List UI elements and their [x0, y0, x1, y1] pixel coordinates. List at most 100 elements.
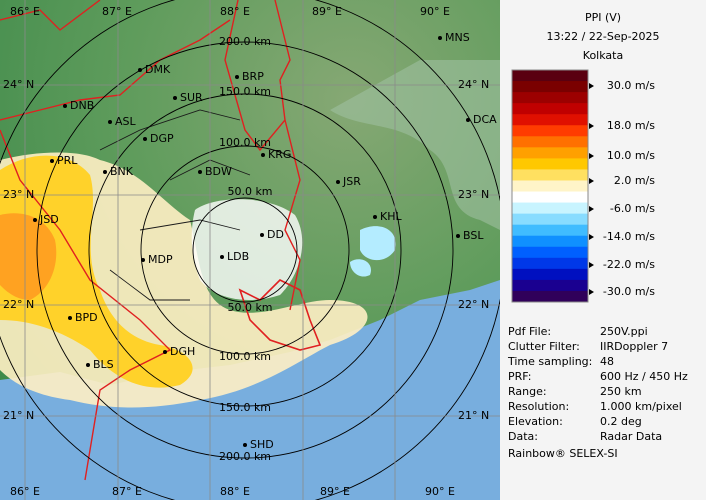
- scale-band: [512, 257, 588, 270]
- info-value: 1.000 km/pixel: [600, 400, 682, 413]
- scale-band: [512, 290, 588, 303]
- scale-label: 10.0 m/s: [607, 149, 655, 162]
- city-marker: [143, 137, 147, 141]
- city-marker: [163, 350, 167, 354]
- scale-label: -14.0 m/s: [603, 230, 655, 243]
- city-label: DGP: [150, 132, 174, 145]
- scale-band: [512, 158, 588, 170]
- lat-label: 23° N: [458, 188, 489, 201]
- info-key: PRF:: [508, 370, 531, 383]
- city-label: DD: [267, 228, 284, 241]
- city-marker: [373, 215, 377, 219]
- scale-pointer: [589, 234, 594, 240]
- sea: [0, 280, 500, 500]
- range-ring: [140, 145, 350, 355]
- city-label: KRG: [268, 148, 291, 161]
- scale-band: [512, 224, 588, 237]
- terrain-highland: [330, 60, 500, 230]
- scale-band: [512, 70, 588, 82]
- site-name: Kolkata: [583, 49, 623, 62]
- panel-header: PPI (V) 13:22 / 22-Sep-2025 Kolkata: [546, 11, 659, 62]
- info-value: 0.2 deg: [600, 415, 642, 428]
- echo-strong: [0, 213, 57, 300]
- info-key: Data:: [508, 430, 538, 443]
- range-ring: [36, 41, 454, 459]
- info-table: Pdf File: 250V.ppi Clutter Filter: IIRDoppl…: [507, 325, 688, 443]
- city-label: PRL: [57, 154, 78, 167]
- range-label: 50.0 km: [227, 185, 272, 198]
- range-label: 50.0 km: [227, 301, 272, 314]
- info-key: Resolution:: [508, 400, 569, 413]
- scale-label: -30.0 m/s: [603, 285, 655, 298]
- scale-pointer: [589, 178, 594, 184]
- city-marker: [336, 180, 340, 184]
- lon-label: 87° E: [102, 5, 132, 18]
- info-value: 250V.ppi: [600, 325, 648, 338]
- scale-band: [512, 147, 588, 159]
- city-label: KHL: [380, 210, 402, 223]
- city-label: BPD: [75, 311, 98, 324]
- city-marker: [198, 170, 202, 174]
- scale-labels: 30.0 m/s 18.0 m/s 10.0 m/s 2.0 m/s -6.0 m/s -…: [589, 79, 655, 298]
- lon-label: 86° E: [10, 5, 40, 18]
- lon-label: 90° E: [425, 485, 455, 498]
- coastline-delta: [238, 279, 322, 351]
- range-ring: [192, 197, 298, 303]
- range-label: 200.0 km: [219, 450, 271, 463]
- city-label: MNS: [445, 31, 470, 44]
- scale-band: [512, 191, 588, 204]
- city-label: BLS: [93, 358, 114, 371]
- city-label: LDB: [227, 250, 249, 263]
- footer: Rainbow® SELEX-SI: [508, 447, 618, 460]
- range-label: 200.0 km: [219, 35, 271, 48]
- info-key: Time sampling:: [507, 355, 592, 368]
- scale-label: 18.0 m/s: [607, 119, 655, 132]
- city-label: BSL: [463, 229, 484, 242]
- scale-label: 2.0 m/s: [614, 174, 655, 187]
- graticule-labels: 86° E 87° E 88° E 89° E 90° E 86° E 87° …: [3, 5, 489, 498]
- city-label: ASL: [115, 115, 137, 128]
- lon-label: 89° E: [312, 5, 342, 18]
- city-marker: [466, 118, 470, 122]
- scale-band: [512, 180, 588, 193]
- scale-band: [512, 246, 588, 259]
- scale-band: [512, 125, 588, 137]
- lon-label: 87° E: [112, 485, 142, 498]
- city-marker: [86, 363, 90, 367]
- city-marker: [50, 159, 54, 163]
- city-label: BRP: [242, 70, 264, 83]
- city-marker: [456, 234, 460, 238]
- cities: MNS DMK BRP DNB SUR ASL DGP DCA PRL BNK KRG BDW JSR K…: [33, 31, 497, 451]
- city-marker: [243, 443, 247, 447]
- lat-label: 21° N: [3, 409, 34, 422]
- scale-label: 30.0 m/s: [607, 79, 655, 92]
- city-marker: [220, 255, 224, 259]
- city-label: MDP: [148, 253, 173, 266]
- info-value: 48: [600, 355, 614, 368]
- range-label: 150.0 km: [219, 85, 271, 98]
- map: 86° E 87° E 88° E 89° E 90° E 86° E 87° …: [0, 0, 500, 500]
- scale-band: [512, 103, 588, 115]
- info-value: Radar Data: [600, 430, 662, 443]
- lon-label: 90° E: [420, 5, 450, 18]
- scale-label: -22.0 m/s: [603, 258, 655, 271]
- city-label: DMK: [145, 63, 171, 76]
- city-marker: [103, 170, 107, 174]
- scale-band: [512, 213, 588, 226]
- city-marker: [141, 258, 145, 262]
- color-scale: [511, 69, 589, 303]
- scale-band: [512, 92, 588, 104]
- lat-label: 23° N: [3, 188, 34, 201]
- city-marker: [33, 218, 37, 222]
- city-marker: [138, 68, 142, 72]
- city-marker: [68, 316, 72, 320]
- city-marker: [260, 233, 264, 237]
- city-marker: [173, 96, 177, 100]
- city-label: SHD: [250, 438, 274, 451]
- city-marker: [438, 36, 442, 40]
- lat-label: 24° N: [458, 78, 489, 91]
- scale-frame: [511, 69, 589, 303]
- city-marker: [108, 120, 112, 124]
- city-marker: [261, 153, 265, 157]
